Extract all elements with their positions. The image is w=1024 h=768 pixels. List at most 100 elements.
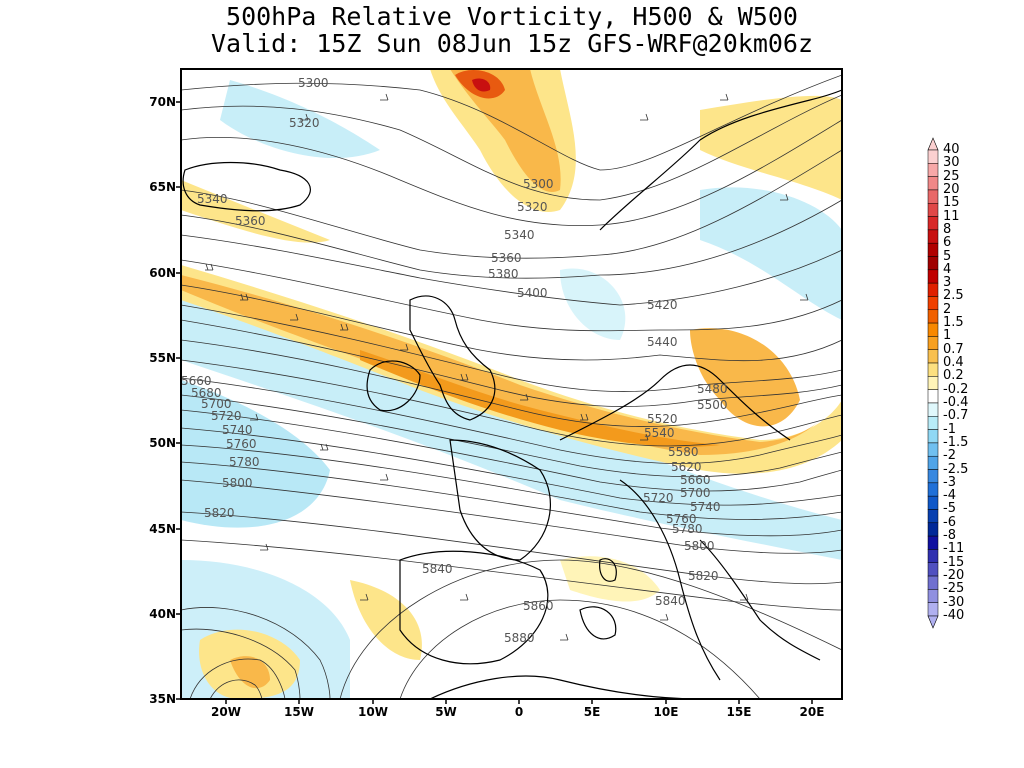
colorbar-label: -40 (943, 608, 965, 623)
colorbar-swatch (927, 535, 939, 550)
svg-text:5540: 5540 (644, 426, 675, 440)
colorbar-swatch (927, 495, 939, 510)
lat-label: 45N (149, 522, 176, 536)
colorbar-label: 30 (943, 155, 960, 171)
svg-text:5760: 5760 (226, 437, 257, 451)
lat-label: 65N (149, 180, 176, 194)
chart-subtitle: Valid: 15Z Sun 08Jun 15z GFS-WRF@20km06z (210, 29, 814, 58)
wind-barbs (205, 93, 809, 641)
colorbar-label: 20 (943, 181, 960, 197)
colorbar-label: -8 (943, 528, 956, 544)
lon-label: 10W (358, 705, 388, 719)
colorbar-swatch (927, 376, 939, 390)
lat-label: 35N (149, 692, 176, 706)
colorbar-label: 8 (943, 221, 952, 237)
colorbar-swatch (927, 149, 939, 164)
svg-text:5740: 5740 (690, 500, 721, 514)
colorbar-swatch (927, 242, 939, 257)
svg-text:5700: 5700 (680, 486, 711, 500)
colorbar-swatch (927, 589, 939, 603)
colorbar-label: -4 (943, 488, 956, 504)
colorbar-label: 11 (943, 208, 960, 224)
colorbar-label: -6 (943, 514, 956, 530)
colorbar-swatch (927, 269, 939, 284)
colorbar-swatch (927, 282, 939, 297)
axis-ticks (176, 101, 813, 704)
svg-text:5380: 5380 (488, 267, 519, 281)
svg-text:5720: 5720 (643, 491, 674, 505)
colorbar-label: 4 (943, 261, 952, 277)
map-field: 5300 5320 5300 5320 5340 5340 5360 5360 … (181, 69, 842, 699)
svg-text:5320: 5320 (517, 200, 548, 214)
colorbar-label: -30 (943, 594, 965, 610)
colorbar-label: -1.5 (943, 434, 969, 450)
colorbar-swatch (927, 309, 939, 324)
colorbar-swatch (927, 509, 939, 524)
svg-text:5620: 5620 (671, 460, 702, 474)
colorbar-swatch (927, 203, 939, 217)
colorbar-label: -0.7 (943, 408, 969, 424)
svg-text:5300: 5300 (523, 177, 554, 191)
colorbar-swatch (927, 416, 939, 430)
coastlines (182, 89, 842, 699)
colorbar (927, 137, 939, 629)
colorbar-label: -15 (943, 554, 965, 570)
colorbar-swatch (927, 549, 939, 563)
colorbar-label: -2 (943, 448, 956, 464)
colorbar-label: -2.5 (943, 461, 969, 477)
chart-title: 500hPa Relative Vorticity, H500 & W500 (226, 2, 798, 31)
colorbar-label: 0.4 (943, 355, 964, 371)
svg-text:5700: 5700 (201, 397, 232, 411)
svg-text:5440: 5440 (647, 335, 678, 349)
lon-label: 10E (653, 705, 679, 719)
colorbar-swatch (927, 562, 939, 577)
colorbar-swatch (927, 389, 939, 404)
colorbar-top-arrow (927, 137, 939, 151)
svg-text:5740: 5740 (222, 423, 253, 437)
colorbar-swatch (927, 362, 939, 377)
colorbar-swatch (927, 429, 939, 444)
lon-label: 0 (514, 705, 524, 719)
colorbar-label: -25 (943, 581, 965, 597)
svg-text:5520: 5520 (647, 412, 678, 426)
colorbar-swatch (927, 216, 939, 231)
colorbar-label: 15 (943, 195, 960, 211)
colorbar-swatch (927, 522, 939, 537)
svg-text:5720: 5720 (211, 409, 242, 423)
lat-label: 40N (149, 607, 176, 621)
colorbar-label: 5 (943, 248, 952, 264)
svg-text:5840: 5840 (655, 594, 686, 608)
svg-text:5320: 5320 (289, 116, 320, 130)
colorbar-label: 2 (943, 301, 952, 317)
svg-text:5660: 5660 (181, 374, 212, 388)
colorbar-swatch (927, 602, 939, 617)
lat-label: 50N (149, 436, 176, 450)
svg-text:5680: 5680 (191, 386, 222, 400)
colorbar-swatch (927, 349, 939, 364)
colorbar-label: 25 (943, 168, 960, 184)
colorbar-swatch (927, 189, 939, 204)
svg-text:5820: 5820 (688, 569, 719, 583)
colorbar-label: -11 (943, 541, 965, 557)
colorbar-swatch (927, 336, 939, 350)
colorbar-label: 2.5 (943, 288, 964, 304)
svg-text:5420: 5420 (647, 298, 678, 312)
colorbar-swatch (927, 296, 939, 311)
colorbar-label: 1 (943, 328, 952, 344)
lon-label: 15W (284, 705, 314, 719)
colorbar-label: 3 (943, 275, 952, 291)
svg-text:5780: 5780 (672, 522, 703, 536)
colorbar-label: -0.2 (943, 381, 969, 397)
svg-text:5300: 5300 (298, 76, 329, 90)
svg-text:5800: 5800 (222, 476, 253, 490)
lat-label: 60N (149, 266, 176, 280)
colorbar-label: 0.2 (943, 368, 964, 384)
lon-label: 15E (726, 705, 752, 719)
colorbar-swatch (927, 442, 939, 457)
svg-text:5400: 5400 (517, 286, 548, 300)
colorbar-label: -20 (943, 568, 965, 584)
colorbar-bottom-arrow (927, 615, 939, 629)
svg-text:5860: 5860 (523, 599, 554, 613)
svg-text:5660: 5660 (680, 473, 711, 487)
colorbar-label: -0.4 (943, 394, 969, 410)
